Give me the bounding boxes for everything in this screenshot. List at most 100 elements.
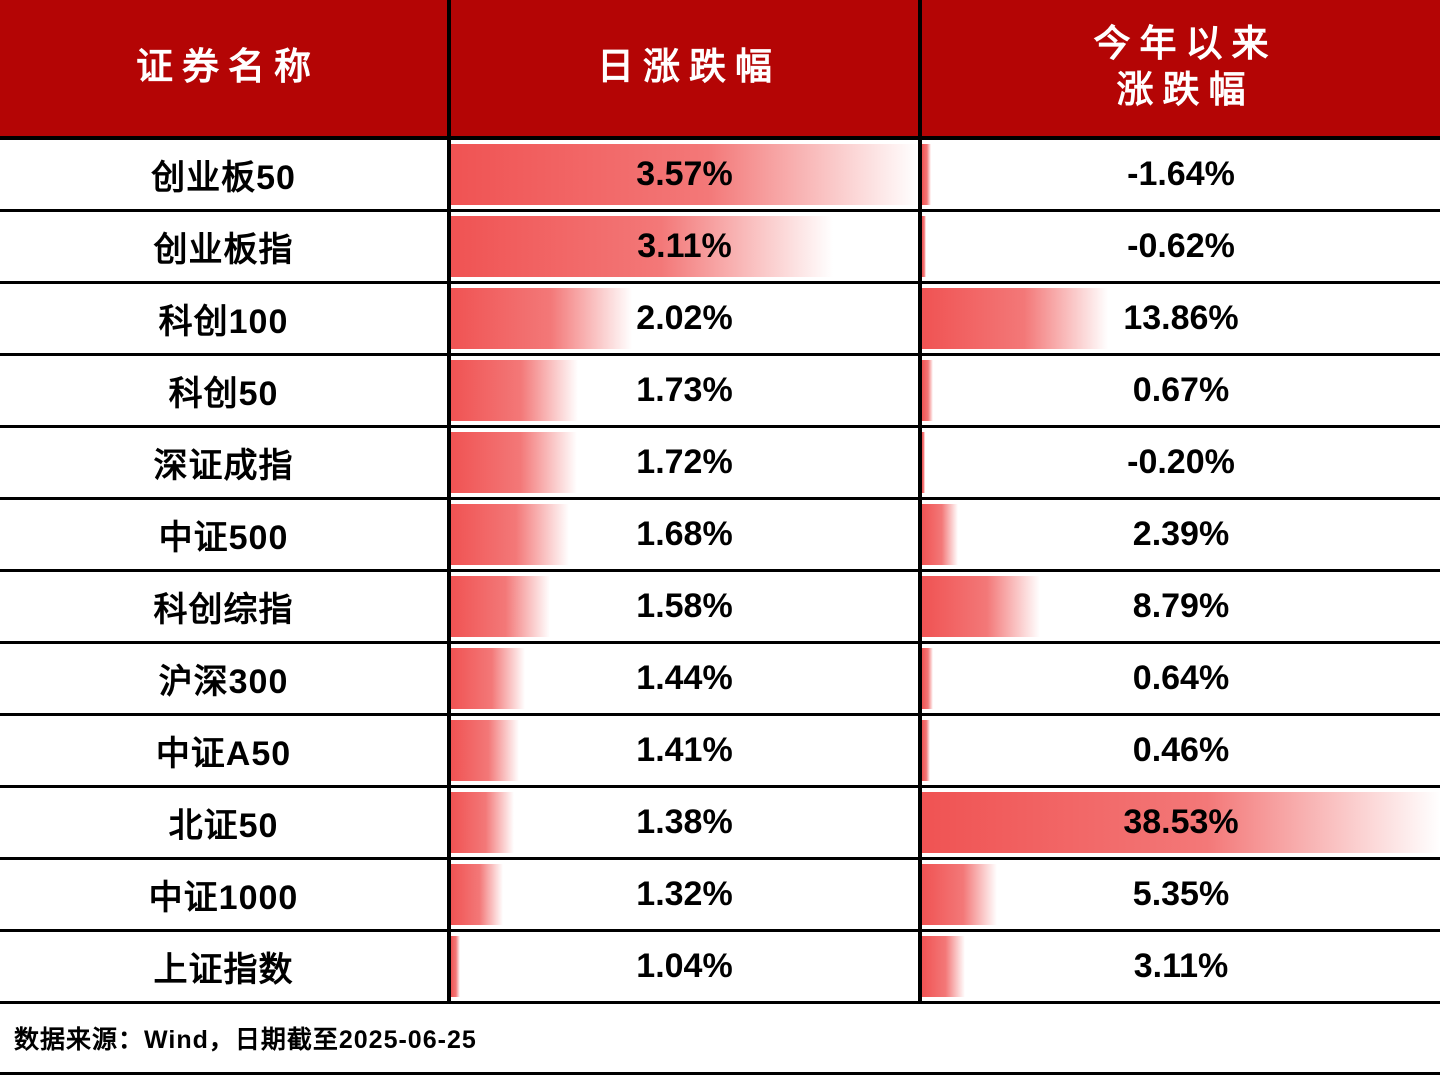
daily-change-cell: 1.44% (447, 644, 918, 713)
table-row: 中证1000 1.32% 5.35% (0, 860, 1440, 932)
index-name-cell: 创业板50 (0, 140, 447, 209)
ytd-change-value: 8.79% (1132, 587, 1230, 625)
ytd-change-value: -1.64% (1127, 155, 1235, 193)
index-name: 中证A50 (155, 735, 292, 773)
daily-change-value: 1.41% (636, 731, 733, 769)
ytd-change-bar (922, 360, 934, 421)
daily-change-cell: 1.68% (447, 500, 918, 569)
daily-change-bar (451, 792, 514, 853)
daily-change-value: 3.11% (637, 227, 732, 265)
ytd-change-bar (922, 792, 1440, 853)
ytd-change-value: 5.35% (1132, 875, 1230, 913)
table-row: 中证A50 1.41% 0.46% (0, 716, 1440, 788)
table-row: 上证指数 1.04% 3.11% (0, 932, 1440, 1004)
ytd-change-cell: 0.67% (918, 356, 1440, 425)
daily-change-bar (451, 360, 579, 421)
daily-change-bar (451, 144, 918, 205)
index-name-cell: 北证50 (0, 788, 447, 857)
table-row: 科创50 1.73% 0.67% (0, 356, 1440, 428)
header-daily-change-label: 日涨跌幅 (597, 46, 781, 88)
index-name: 创业板指 (153, 231, 294, 269)
ytd-change-bar (922, 432, 925, 493)
index-name-cell: 中证1000 (0, 860, 447, 929)
ytd-change-cell: 0.46% (918, 716, 1440, 785)
header-security-name: 证券名称 (0, 0, 447, 136)
daily-change-bar (451, 648, 525, 709)
daily-change-bar (451, 936, 461, 997)
ytd-change-bar (922, 288, 1109, 349)
daily-change-cell: 1.38% (447, 788, 918, 857)
table-row: 创业板指 3.11% -0.62% (0, 212, 1440, 284)
daily-change-cell: 3.57% (447, 140, 918, 209)
ytd-change-bar (922, 504, 959, 565)
ytd-change-cell: 5.35% (918, 860, 1440, 929)
index-name-cell: 上证指数 (0, 932, 447, 1001)
ytd-change-value: 3.11% (1133, 947, 1229, 985)
ytd-change-value: 0.64% (1132, 659, 1230, 697)
index-name-cell: 深证成指 (0, 428, 447, 497)
index-name: 科创50 (168, 375, 279, 413)
ytd-change-cell: 13.86% (918, 284, 1440, 353)
table-row: 中证500 1.68% 2.39% (0, 500, 1440, 572)
index-name-cell: 中证A50 (0, 716, 447, 785)
daily-change-value: 1.44% (636, 659, 733, 697)
ytd-change-cell: -1.64% (918, 140, 1440, 209)
header-ytd-change-line2: 涨跌幅 (1116, 70, 1255, 111)
daily-change-value: 2.02% (636, 299, 733, 337)
header-ytd-change-line1: 今年以来 (1093, 23, 1278, 65)
ytd-change-value: -0.20% (1127, 443, 1235, 481)
table-row: 创业板50 3.57% -1.64% (0, 140, 1440, 212)
ytd-change-cell: 2.39% (918, 500, 1440, 569)
daily-change-value: 1.32% (636, 875, 733, 913)
ytd-change-value: 38.53% (1123, 803, 1239, 841)
ytd-change-bar (922, 144, 932, 205)
ytd-change-value: 0.46% (1132, 731, 1230, 769)
index-name: 创业板50 (151, 159, 296, 197)
table-row: 科创综指 1.58% 8.79% (0, 572, 1440, 644)
ytd-change-cell: 3.11% (918, 932, 1440, 1001)
index-name: 上证指数 (153, 951, 294, 989)
daily-change-bar (451, 216, 833, 277)
daily-change-cell: 2.02% (447, 284, 918, 353)
table-row: 沪深300 1.44% 0.64% (0, 644, 1440, 716)
index-name: 沪深300 (158, 663, 289, 701)
ytd-change-value: 2.39% (1132, 515, 1230, 553)
daily-change-cell: 1.32% (447, 860, 918, 929)
ytd-change-value: 13.86% (1123, 299, 1239, 337)
daily-change-value: 1.72% (636, 443, 733, 481)
daily-change-cell: 1.04% (447, 932, 918, 1001)
ytd-change-bar (922, 864, 998, 925)
index-name-cell: 科创综指 (0, 572, 447, 641)
daily-change-value: 1.68% (636, 515, 733, 553)
daily-change-cell: 1.72% (447, 428, 918, 497)
table-row: 深证成指 1.72% -0.20% (0, 428, 1440, 500)
footer: 数据来源：Wind，日期截至2025-06-25 (0, 1004, 1440, 1075)
daily-change-cell: 1.73% (447, 356, 918, 425)
index-name: 科创100 (158, 303, 289, 341)
table-header-row: 证券名称 日涨跌幅 今年以来 涨跌幅 (0, 0, 1440, 140)
ytd-change-cell: -0.20% (918, 428, 1440, 497)
ytd-change-value: -0.62% (1127, 227, 1235, 265)
daily-change-bar (451, 576, 551, 637)
daily-change-value: 1.73% (636, 371, 733, 409)
table-row: 北证50 1.38% 38.53% (0, 788, 1440, 860)
index-name-cell: 创业板指 (0, 212, 447, 281)
index-name: 中证1000 (148, 879, 299, 917)
ytd-change-bar (922, 936, 965, 997)
daily-change-value: 3.57% (636, 155, 733, 193)
ytd-change-value: 0.67% (1132, 371, 1230, 409)
daily-change-value: 1.38% (636, 803, 733, 841)
index-name: 中证500 (158, 519, 289, 557)
ytd-change-bar (922, 648, 933, 709)
index-name-cell: 科创100 (0, 284, 447, 353)
ytd-change-cell: -0.62% (918, 212, 1440, 281)
ytd-change-bar (922, 216, 927, 277)
index-name-cell: 科创50 (0, 356, 447, 425)
ytd-change-bar (922, 576, 1041, 637)
header-ytd-change: 今年以来 涨跌幅 (918, 0, 1440, 136)
ytd-change-cell: 38.53% (918, 788, 1440, 857)
daily-change-cell: 1.58% (447, 572, 918, 641)
data-source-note: 数据来源：Wind，日期截至2025-06-25 (14, 1026, 477, 1054)
ytd-change-cell: 8.79% (918, 572, 1440, 641)
